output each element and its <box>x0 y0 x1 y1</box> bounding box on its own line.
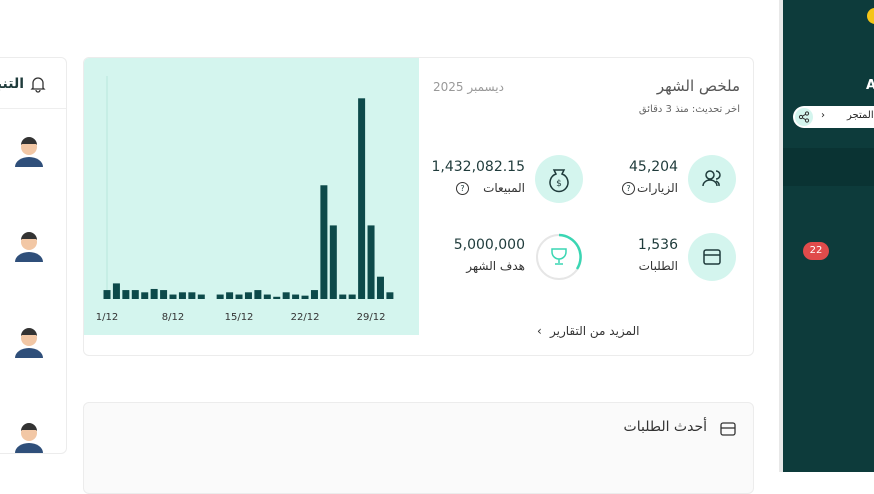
avatar-body <box>15 157 43 167</box>
bar <box>226 292 234 299</box>
avatar <box>15 232 43 262</box>
more-reports[interactable]: المزيد من التقارير <box>550 324 640 338</box>
bar <box>273 296 281 299</box>
nav-item[interactable] <box>783 148 874 186</box>
bar <box>254 290 262 299</box>
logo <box>867 8 874 24</box>
bar <box>188 292 196 299</box>
help-icon: ? <box>622 182 635 195</box>
orders-title: أحدث الطلبات <box>623 419 707 435</box>
avatar-body <box>15 252 43 262</box>
x-tick-label: 22/12 <box>291 312 320 323</box>
chevron: › <box>537 324 542 338</box>
bar <box>244 292 252 299</box>
stat-value: 5,000,000 <box>453 237 525 253</box>
stat-value: 45,204 <box>629 159 678 175</box>
stat-label: الطلبات <box>638 259 678 273</box>
bar <box>122 290 130 299</box>
share-icon <box>795 108 813 126</box>
avatar-hair <box>21 232 37 240</box>
x-tick-label: 8/12 <box>162 312 184 323</box>
visits-icon <box>688 155 736 203</box>
x-tick-label: 1/12 <box>96 312 118 323</box>
bar <box>150 288 158 299</box>
sidebar: A ‹ المتجر 22 <box>783 0 874 472</box>
bar <box>367 225 375 299</box>
svg-text:$: $ <box>556 179 562 189</box>
bar <box>141 292 149 299</box>
stat-value: 1,536 <box>637 237 678 253</box>
store-button[interactable] <box>793 106 874 128</box>
stat-value: 1,432,082.15 <box>431 159 525 175</box>
orders-card-icon <box>720 422 736 436</box>
bar <box>263 294 271 299</box>
bar <box>178 292 186 299</box>
summary-card: 1/12 8/12 15/12 22/12 29/12 ملخص الشهر ديسمب… <box>83 57 754 356</box>
chevron: ‹ <box>821 110 825 121</box>
bell-icon <box>30 77 46 93</box>
brand: A <box>866 78 874 93</box>
divider <box>0 108 66 109</box>
bar <box>348 294 356 299</box>
bar <box>216 294 224 299</box>
x-tick-label: 29/12 <box>357 312 386 323</box>
bar <box>103 290 111 299</box>
bar <box>282 292 290 299</box>
store-label: المتجر <box>847 110 874 121</box>
avatar <box>15 328 43 358</box>
bar <box>329 225 337 299</box>
bar <box>197 294 205 299</box>
bar <box>292 294 300 299</box>
avatar <box>15 137 43 167</box>
avatar-body <box>15 443 43 453</box>
bar <box>339 294 347 299</box>
bar <box>112 283 120 299</box>
bar <box>310 290 318 299</box>
notifications-title: التنبيهات <box>0 76 24 92</box>
bar <box>320 185 328 299</box>
bar <box>169 294 177 299</box>
separator <box>779 0 783 472</box>
goal-ring <box>536 233 582 280</box>
bar <box>235 294 243 299</box>
bar <box>358 98 366 299</box>
bar <box>160 290 168 299</box>
updated: اخر تحديث: منذ 3 دقائق <box>638 104 740 115</box>
notifications-panel: التنبيهات <box>0 57 67 454</box>
orders-card: أحدث الطلبات <box>83 402 754 494</box>
avatar-hair <box>21 137 37 145</box>
avatar-hair <box>21 423 37 431</box>
badge: 22 <box>803 242 829 260</box>
avatar <box>15 423 43 453</box>
stat-label: الزيارات <box>636 181 678 195</box>
chart: 1/12 8/12 15/12 22/12 29/12 <box>84 58 419 335</box>
help-icon: ? <box>456 182 469 195</box>
x-tick-label: 15/12 <box>225 312 254 323</box>
avatar-hair <box>21 328 37 336</box>
orders-icon <box>688 233 736 281</box>
bar <box>131 290 139 299</box>
avatar-body <box>15 348 43 358</box>
bar <box>301 295 309 299</box>
stat-label: المبيعات <box>483 181 525 195</box>
bar <box>376 276 384 299</box>
sales-icon: $ <box>535 155 583 203</box>
month: ديسمبر 2025 <box>433 80 504 94</box>
stat-label: هدف الشهر <box>466 259 525 273</box>
summary-title: ملخص الشهر <box>656 77 740 95</box>
bar <box>386 292 394 299</box>
